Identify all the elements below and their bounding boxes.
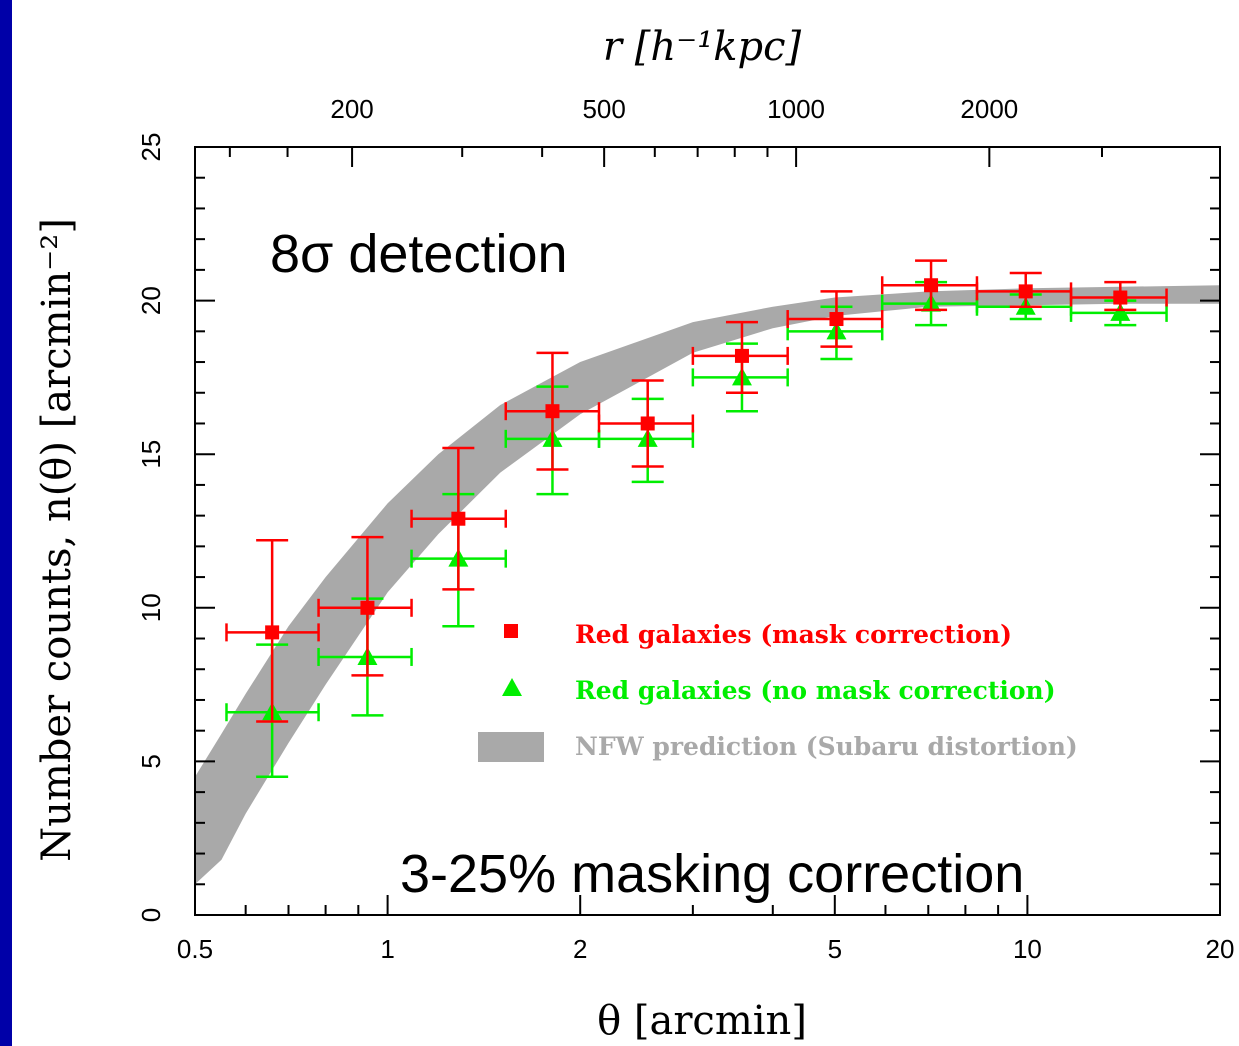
x-tick-label: 20: [1206, 934, 1235, 964]
mask-point-1: [225, 538, 320, 723]
square-marker: [1113, 290, 1128, 305]
legend-nfw-band-swatch: [478, 732, 544, 762]
legend: Red galaxies (mask correction) Red galax…: [478, 620, 1078, 762]
square-marker: [829, 312, 844, 327]
y-tick-label: 20: [136, 286, 166, 315]
plot-frame: [194, 146, 1221, 916]
legend-green-label: Red galaxies (no mask correction): [575, 676, 1056, 705]
x-tick-label: 1: [380, 934, 394, 964]
x-axis-label: θ [arcmin]: [597, 998, 807, 1044]
mask-point-5: [597, 379, 695, 468]
nfw-prediction-band: [195, 285, 1220, 885]
x-tick-label: 0.5: [177, 934, 213, 964]
y-tick-label: 0: [136, 908, 166, 922]
mask-point-7: [786, 290, 884, 348]
mask-point-10: [1069, 280, 1168, 312]
square-marker: [265, 625, 280, 640]
y-tick-label: 10: [136, 593, 166, 622]
square-marker: [640, 416, 655, 431]
square-marker: [924, 278, 939, 293]
y-axis-label: Number counts, n(θ) [arcmin⁻²]: [34, 218, 80, 862]
square-marker: [451, 511, 466, 526]
triangle-marker: [1110, 302, 1131, 321]
top-tick-label: 2000: [960, 94, 1018, 124]
nomask-point-5: [597, 397, 695, 484]
legend-red-label: Red galaxies (mask correction): [575, 620, 1012, 649]
x-tick-label: 5: [828, 934, 842, 964]
y-tick-label: 15: [136, 440, 166, 469]
x-tick-label: 2: [573, 934, 587, 964]
square-marker: [1018, 284, 1033, 299]
mask-point-3: [410, 446, 508, 591]
square-marker: [360, 600, 375, 615]
mask-point-6: [691, 320, 789, 395]
y-tick-label: 5: [136, 754, 166, 768]
x-tick-label: 10: [1013, 934, 1042, 964]
y-tick-label: 25: [136, 133, 166, 162]
nfw-band-layer: [195, 285, 1220, 885]
masking-annotation: 3-25% masking correction: [400, 844, 1024, 904]
square-marker: [734, 348, 749, 363]
legend-nfw-label: NFW prediction (Subaru distortion): [575, 732, 1078, 761]
top-tick-label: 1000: [767, 94, 825, 124]
mask-series: [225, 259, 1168, 723]
legend-red-square-marker: [504, 624, 518, 638]
square-marker: [545, 404, 560, 419]
tick-layer: [194, 146, 1221, 916]
legend-green-triangle-marker: [502, 678, 522, 696]
mask-point-8: [880, 259, 979, 312]
mask-point-4: [504, 351, 601, 471]
top-tick-label: 500: [582, 94, 625, 124]
figure: 0.5 1 2 5 10 20 200 500 1000 2000 0 5 10 15 20 25 r [h⁻…: [12, 0, 1239, 1046]
mask-point-2: [317, 535, 413, 677]
nomask-point-10: [1069, 299, 1168, 327]
detection-annotation: 8σ detection: [270, 224, 568, 284]
top-tick-label: 200: [330, 94, 373, 124]
top-axis-label: r [h⁻¹kpc]: [603, 24, 802, 70]
